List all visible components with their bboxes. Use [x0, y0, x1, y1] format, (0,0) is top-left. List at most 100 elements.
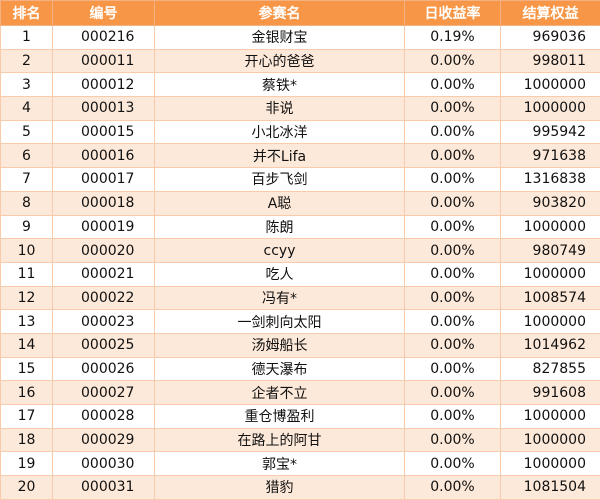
daily-return-cell: 0.00% — [405, 97, 501, 121]
name-cell: ccyy — [155, 239, 405, 263]
daily-return-cell: 0.00% — [405, 357, 501, 381]
name-cell: 一剑刺向太阳 — [155, 310, 405, 334]
rank-cell: 15 — [1, 357, 53, 381]
equity-cell: 1000000 — [501, 310, 600, 334]
code-cell: 000027 — [53, 381, 155, 405]
name-cell: 郭宝* — [155, 452, 405, 476]
code-cell: 000022 — [53, 286, 155, 310]
table-header-row: 排名 编号 参赛名 日收益率 结算权益 — [1, 1, 600, 26]
rank-cell: 4 — [1, 97, 53, 121]
equity-cell: 1000000 — [501, 452, 600, 476]
daily-return-cell: 0.00% — [405, 428, 501, 452]
rank-cell: 6 — [1, 144, 53, 168]
daily-return-cell: 0.00% — [405, 239, 501, 263]
code-cell: 000028 — [53, 405, 155, 429]
code-cell: 000018 — [53, 191, 155, 215]
header-name: 参赛名 — [155, 1, 405, 26]
daily-return-cell: 0.00% — [405, 168, 501, 192]
code-cell: 000216 — [53, 26, 155, 50]
daily-return-cell: 0.00% — [405, 452, 501, 476]
header-rank: 排名 — [1, 1, 53, 26]
equity-cell: 998011 — [501, 49, 600, 73]
name-cell: 金银财宝 — [155, 26, 405, 50]
equity-cell: 971638 — [501, 144, 600, 168]
code-cell: 000025 — [53, 333, 155, 357]
name-cell: 非说 — [155, 97, 405, 121]
name-cell: 小北冰洋 — [155, 120, 405, 144]
equity-cell: 827855 — [501, 357, 600, 381]
code-cell: 000013 — [53, 97, 155, 121]
rank-cell: 11 — [1, 262, 53, 286]
name-cell: 重仓博盈利 — [155, 405, 405, 429]
header-equity: 结算权益 — [501, 1, 600, 26]
code-cell: 000015 — [53, 120, 155, 144]
header-daily-return: 日收益率 — [405, 1, 501, 26]
header-code: 编号 — [53, 1, 155, 26]
daily-return-cell: 0.00% — [405, 286, 501, 310]
rank-cell: 8 — [1, 191, 53, 215]
equity-cell: 1000000 — [501, 262, 600, 286]
rank-cell: 16 — [1, 381, 53, 405]
daily-return-cell: 0.00% — [405, 120, 501, 144]
name-cell: 汤姆船长 — [155, 333, 405, 357]
equity-cell: 1008574 — [501, 286, 600, 310]
equity-cell: 1000000 — [501, 428, 600, 452]
daily-return-cell: 0.00% — [405, 73, 501, 97]
equity-cell: 995942 — [501, 120, 600, 144]
code-cell: 000021 — [53, 262, 155, 286]
daily-return-cell: 0.00% — [405, 262, 501, 286]
code-cell: 000019 — [53, 215, 155, 239]
code-cell: 000016 — [53, 144, 155, 168]
rank-cell: 9 — [1, 215, 53, 239]
equity-cell: 1000000 — [501, 73, 600, 97]
daily-return-cell: 0.00% — [405, 49, 501, 73]
name-cell: 冯有* — [155, 286, 405, 310]
rank-cell: 3 — [1, 73, 53, 97]
daily-return-cell: 0.19% — [405, 26, 501, 50]
code-cell: 000020 — [53, 239, 155, 263]
rank-cell: 1 — [1, 26, 53, 50]
name-cell: A聪 — [155, 191, 405, 215]
rank-cell: 17 — [1, 405, 53, 429]
equity-cell: 1316838 — [501, 168, 600, 192]
rank-cell: 19 — [1, 452, 53, 476]
rank-cell: 12 — [1, 286, 53, 310]
name-cell: 吃人 — [155, 262, 405, 286]
code-cell: 000030 — [53, 452, 155, 476]
equity-cell: 1000000 — [501, 405, 600, 429]
rank-cell: 13 — [1, 310, 53, 334]
code-cell: 000023 — [53, 310, 155, 334]
code-cell: 000029 — [53, 428, 155, 452]
code-cell: 000026 — [53, 357, 155, 381]
equity-cell: 980749 — [501, 239, 600, 263]
equity-cell: 1000000 — [501, 97, 600, 121]
rank-cell: 2 — [1, 49, 53, 73]
daily-return-cell: 0.00% — [405, 310, 501, 334]
daily-return-cell: 0.00% — [405, 405, 501, 429]
equity-cell: 1000000 — [501, 215, 600, 239]
rank-cell: 5 — [1, 120, 53, 144]
equity-cell: 1014962 — [501, 333, 600, 357]
name-cell: 陈朗 — [155, 215, 405, 239]
rank-cell: 10 — [1, 239, 53, 263]
rank-cell: 18 — [1, 428, 53, 452]
